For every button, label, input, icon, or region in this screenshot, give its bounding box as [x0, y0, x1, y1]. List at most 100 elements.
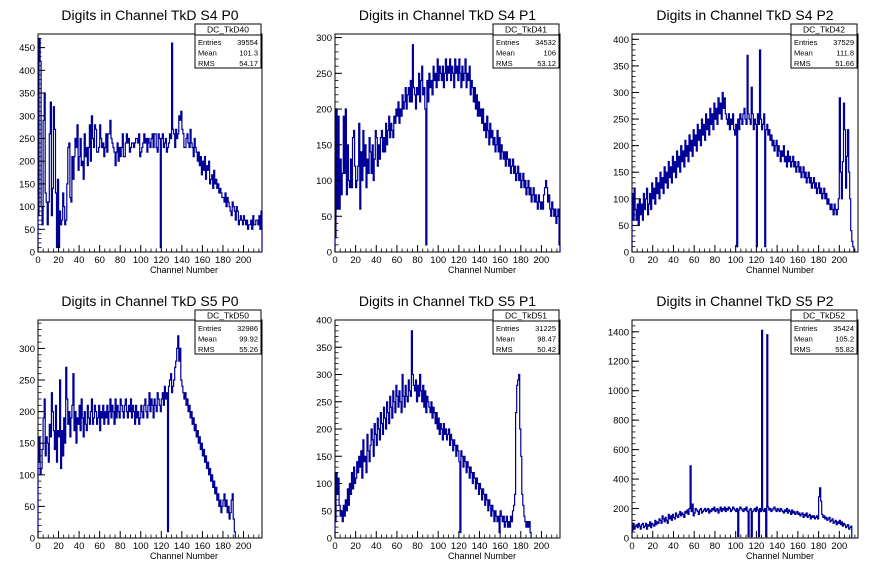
- x-tick-label: 120: [748, 541, 764, 552]
- stats-label: Mean: [496, 335, 515, 344]
- y-tick-label: 300: [316, 370, 332, 381]
- stats-value: 37529: [833, 38, 854, 47]
- y-tick-label: 100: [613, 194, 629, 205]
- panel-5: 0 20 40 60 80 100 120 140 160 180 200 0 50 100 150 200 2…: [316, 293, 561, 561]
- x-tick-label: 140: [472, 541, 488, 552]
- x-tick-label: 160: [790, 255, 806, 266]
- y-tick-label: 1000: [608, 386, 629, 397]
- y-tick-label: 0: [624, 534, 629, 545]
- stats-box-frame: [790, 23, 858, 69]
- y-tick-label: 0: [327, 534, 332, 545]
- x-tick-label: 0: [35, 255, 40, 266]
- y-tick-label: 400: [613, 475, 629, 486]
- x-tick-label: 40: [371, 255, 382, 266]
- x-tick-label: 60: [689, 255, 700, 266]
- y-tick-label: 150: [316, 452, 332, 463]
- stats-value: 34532: [535, 38, 556, 47]
- stats-name: DC_TkD41: [505, 25, 547, 35]
- stats-label: RMS: [496, 59, 513, 68]
- plot-frame: [37, 319, 263, 539]
- x-tick-label: 100: [430, 541, 446, 552]
- x-tick-label: 40: [668, 541, 679, 552]
- x-tick-label: 60: [392, 255, 403, 266]
- x-tick-label: 0: [629, 541, 634, 552]
- stats-value: 31225: [535, 324, 556, 333]
- stats-label: Entries: [496, 38, 520, 47]
- stats-value: 32986: [237, 324, 258, 333]
- stats-value: 39554: [237, 38, 258, 47]
- y-tick-label: 600: [613, 445, 629, 456]
- stats-label: RMS: [198, 345, 215, 354]
- x-tick-label: 80: [115, 255, 126, 266]
- y-tick-label: 250: [316, 397, 332, 408]
- x-tick-label: 80: [412, 255, 423, 266]
- stats-label: Entries: [794, 324, 818, 333]
- y-tick-label: 300: [613, 88, 629, 99]
- x-tick-label: 200: [533, 541, 549, 552]
- y-tick-label: 200: [19, 407, 35, 418]
- stats-value: 55.82: [835, 345, 854, 354]
- x-tick-label: 0: [332, 255, 337, 266]
- stats-label: Mean: [198, 335, 217, 344]
- stats-box-frame: [194, 23, 262, 69]
- stats-value: 106: [543, 49, 556, 58]
- stats-name: DC_TkD51: [505, 311, 547, 321]
- panel-3: 0 20 40 60 80 100 120 140 160 180 200 0 50 100 150 200 2…: [613, 7, 859, 275]
- x-tick-label: 140: [174, 255, 190, 266]
- stats-label: RMS: [794, 345, 811, 354]
- x-tick-label: 0: [332, 541, 337, 552]
- panel-2: 0 20 40 60 80 100 120 140 160 180 200 0 50 100 150 200 2…: [316, 7, 561, 275]
- stats-name: DC_TkD40: [207, 25, 249, 35]
- y-tick-label: 50: [24, 225, 35, 236]
- stats-value: 55.26: [239, 345, 258, 354]
- stats-value: 51.66: [835, 59, 854, 68]
- x-tick-label: 120: [153, 255, 169, 266]
- stats-label: Mean: [794, 335, 813, 344]
- y-tick-label: 250: [19, 376, 35, 387]
- y-tick-label: 400: [613, 35, 629, 46]
- y-tick-label: 150: [316, 140, 332, 151]
- panel-1: 0 20 40 60 80 100 120 140 160 180 200 0 50 100 150 200 2…: [19, 7, 263, 275]
- stats-name: DC_TkD50: [207, 311, 249, 321]
- x-axis-label: Channel Number: [448, 551, 516, 561]
- stats-label: RMS: [496, 345, 513, 354]
- x-tick-label: 160: [790, 541, 806, 552]
- x-tick-label: 60: [94, 541, 105, 552]
- stats-name: DC_TkD42: [803, 25, 845, 35]
- stats-label: Mean: [198, 49, 217, 58]
- x-axis-label: Channel Number: [746, 265, 814, 275]
- x-tick-label: 180: [811, 541, 827, 552]
- x-tick-label: 180: [513, 255, 529, 266]
- stats-label: Entries: [794, 38, 818, 47]
- stats-value: 105.2: [835, 335, 854, 344]
- x-tick-label: 180: [513, 541, 529, 552]
- x-tick-label: 60: [392, 541, 403, 552]
- panel-6: 0 20 40 60 80 100 120 140 160 180 200 0 200 400 600 800…: [608, 293, 859, 561]
- x-tick-label: 120: [153, 541, 169, 552]
- stats-value: 53.12: [537, 59, 556, 68]
- x-tick-label: 100: [728, 541, 744, 552]
- x-tick-label: 140: [174, 541, 190, 552]
- x-tick-label: 20: [350, 541, 361, 552]
- y-tick-label: 50: [321, 506, 332, 517]
- x-tick-label: 100: [133, 541, 149, 552]
- y-tick-label: 0: [327, 248, 332, 259]
- panel-title: Digits in Channel TkD S4 P0: [61, 7, 238, 23]
- x-tick-label: 0: [629, 255, 634, 266]
- stats-box: DC_TkD52 Entries 35424 Mean 105.2 RMS 55.82: [790, 309, 858, 355]
- stats-value: 101.3: [239, 49, 258, 58]
- stats-label: Mean: [496, 49, 515, 58]
- y-tick-label: 100: [316, 176, 332, 187]
- stats-value: 50.42: [537, 345, 556, 354]
- y-tick-label: 1200: [608, 357, 629, 368]
- x-tick-label: 0: [35, 541, 40, 552]
- y-tick-label: 0: [30, 248, 35, 259]
- x-tick-label: 40: [371, 541, 382, 552]
- y-tick-label: 150: [613, 168, 629, 179]
- plot-frame: [631, 319, 859, 539]
- stats-box-frame: [492, 309, 560, 355]
- x-axis-label: Channel Number: [746, 551, 814, 561]
- stats-label: Entries: [496, 324, 520, 333]
- y-tick-label: 1400: [608, 327, 629, 338]
- stats-value: 98.47: [537, 335, 556, 344]
